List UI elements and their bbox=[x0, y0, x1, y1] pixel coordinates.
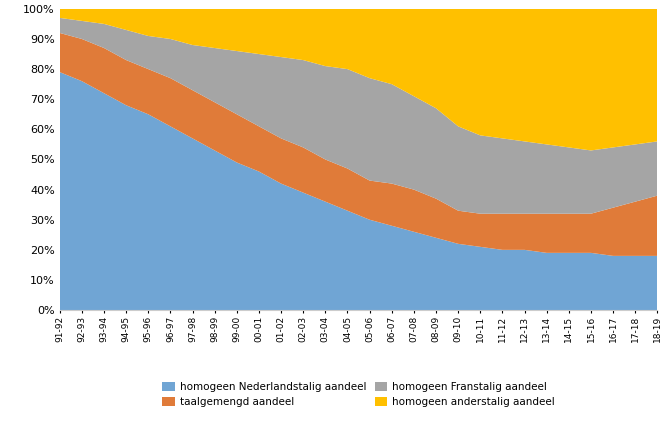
Legend: homogeen Nederlandstalig aandeel, taalgemengd aandeel, homogeen Franstalig aande: homogeen Nederlandstalig aandeel, taalge… bbox=[162, 381, 555, 407]
